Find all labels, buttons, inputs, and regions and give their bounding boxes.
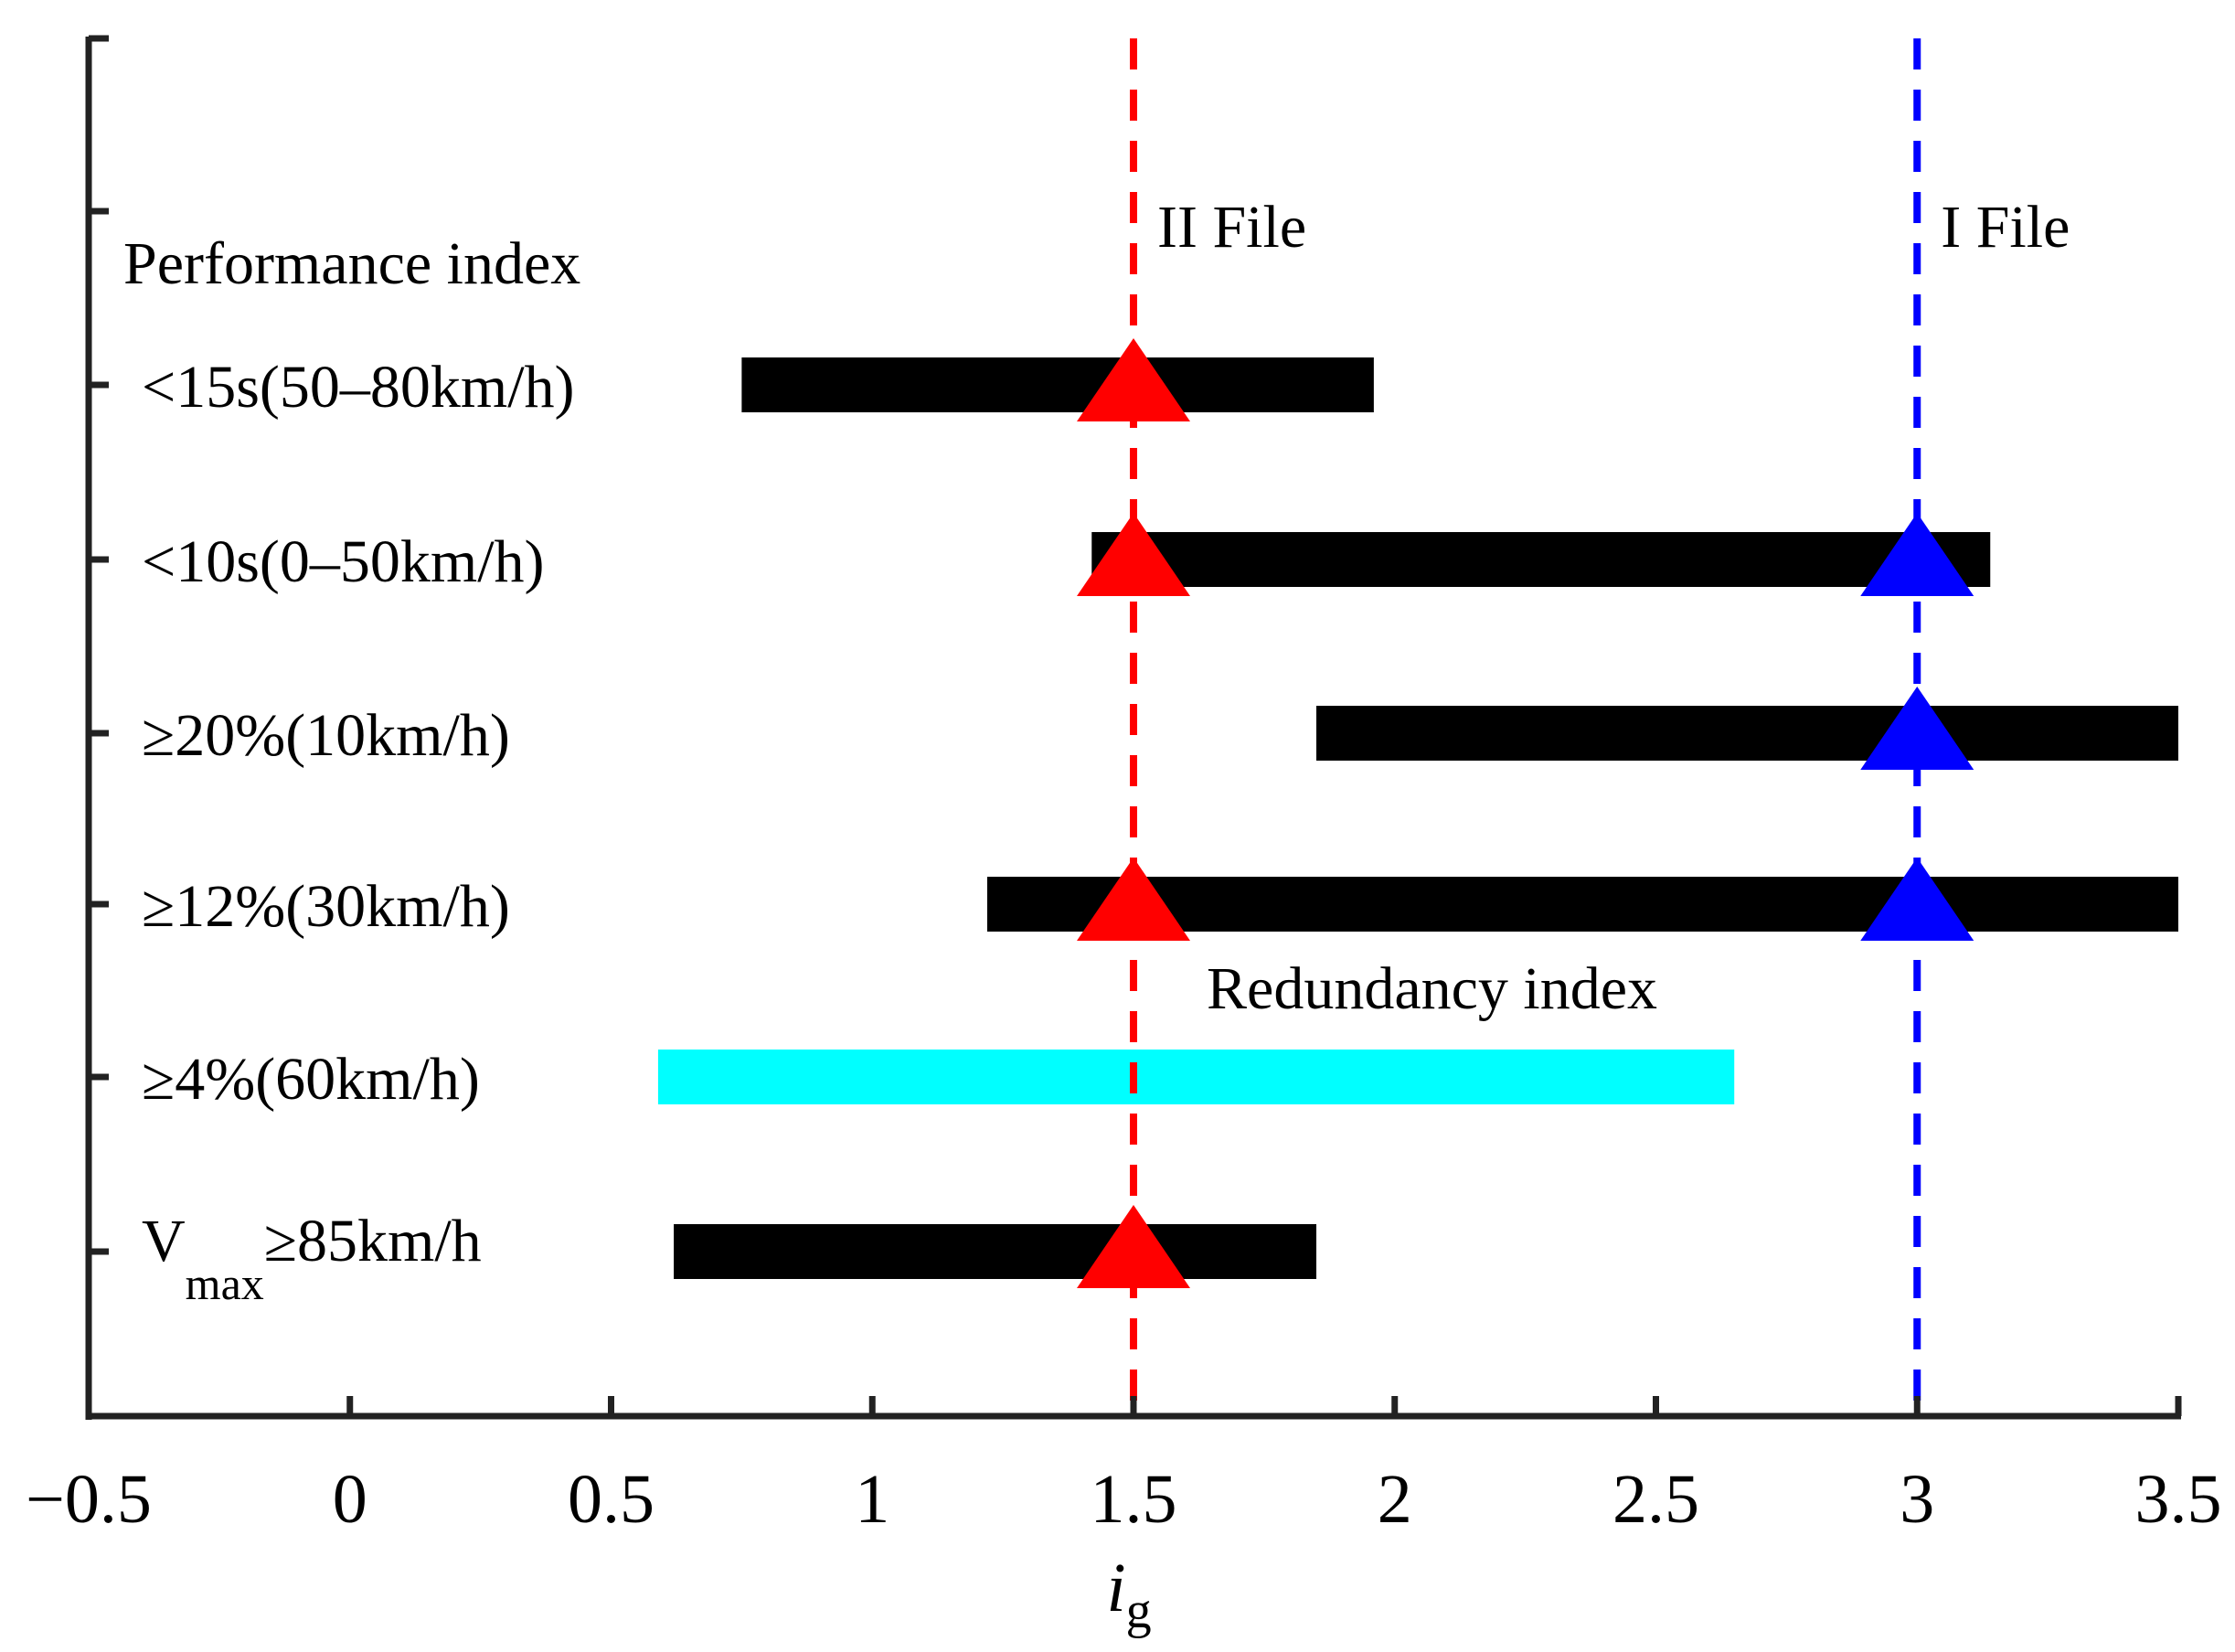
category-label-4: ≥4%(60km/h): [142, 1046, 480, 1113]
x-tick-label-0: −0.5: [26, 1461, 152, 1538]
reference-line-label-1: I File: [1941, 194, 2070, 261]
range-bar-5: [674, 1224, 1317, 1279]
x-tick-label-5: 2: [1378, 1461, 1412, 1538]
x-tick-label-2: 0.5: [568, 1461, 655, 1538]
triangle-marker-2: [1860, 513, 1974, 596]
reference-line-label-0: II File: [1157, 194, 1306, 261]
category-label-3: ≥12%(30km/h): [142, 873, 510, 940]
category-label-2: ≥20%(10km/h): [142, 702, 510, 769]
axes-layer: [85, 35, 2182, 1420]
range-bar-3: [986, 877, 2178, 932]
range-bar-1: [1091, 532, 1991, 587]
redundancy-index-label: Redundancy index: [1207, 955, 1657, 1022]
bars-layer: [657, 357, 2178, 1279]
triangle-marker-0: [1077, 338, 1190, 421]
triangle-marker-3: [1860, 687, 1974, 770]
range-bar-4: [657, 1050, 1735, 1104]
x-tick-label-6: 2.5: [1612, 1461, 1699, 1538]
range-bar-0: [741, 357, 1374, 412]
x-axis-label: ig: [1106, 1550, 1151, 1639]
labels-layer: II File I File −0.5 0 0.5 1 1.5 2 2.5 3 3.5 Perform…: [26, 194, 2221, 1639]
x-tick-label-1: 0: [333, 1461, 367, 1538]
range-bar-2: [1316, 706, 2178, 761]
triangle-marker-5: [1860, 858, 1974, 941]
x-tick-label-8: 3.5: [2135, 1461, 2222, 1538]
markers-layer: [1077, 338, 1974, 1288]
x-tick-label-4: 1.5: [1091, 1461, 1177, 1538]
category-label-0: <15s(50–80km/h): [142, 354, 575, 421]
performance-index-header: Performance index: [123, 230, 580, 297]
triangle-marker-4: [1077, 858, 1190, 941]
x-tick-label-7: 3: [1900, 1461, 1934, 1538]
category-label-1: <10s(0–50km/h): [142, 528, 545, 595]
triangle-marker-1: [1077, 513, 1190, 596]
x-tick-label-3: 1: [855, 1461, 889, 1538]
triangle-marker-6: [1077, 1205, 1190, 1288]
category-label-5: Vmax≥85km/h: [142, 1208, 482, 1309]
